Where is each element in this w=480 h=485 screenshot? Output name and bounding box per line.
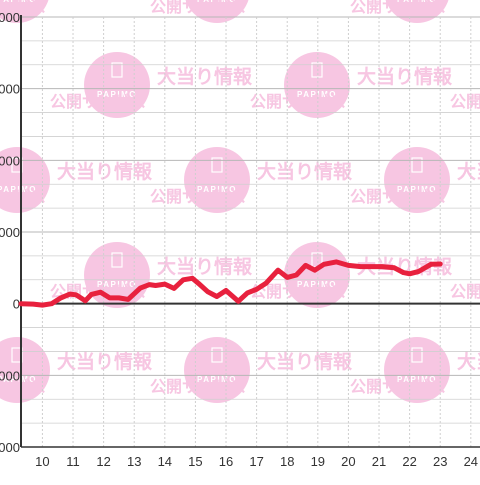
x-tick-label: 13: [127, 454, 141, 469]
watermark-text-line1: 大当り情報: [357, 65, 453, 88]
x-tick-label: 21: [372, 454, 386, 469]
watermark-text-line2: 公開サービス: [450, 283, 480, 301]
watermark-badge-circle: [184, 337, 250, 403]
y-tick-label: 12,000: [0, 10, 20, 25]
watermark-text-line1: 大当り情報: [157, 255, 253, 278]
watermark-text-line1: 大当り情報: [257, 160, 353, 183]
watermark-text-line2: 公開サービス: [250, 283, 346, 301]
watermark-badge-text: PAPIMO: [397, 185, 437, 194]
watermark-badge-icon: [211, 157, 223, 173]
x-tick-label: 14: [158, 454, 172, 469]
y-tick-label: 9,000: [0, 82, 20, 97]
watermark-badge-text: PAPIMO: [297, 280, 337, 289]
x-tick-label: 18: [280, 454, 294, 469]
watermark-text-line1: 大当り情報: [457, 160, 480, 183]
watermark-badge-text: PAPIMO: [197, 375, 237, 384]
watermark-badge-circle: [284, 52, 350, 118]
y-tick-label: -6,000: [0, 440, 20, 455]
watermark-text-line1: 大当り情報: [457, 350, 480, 373]
watermark-badge-icon: [211, 347, 223, 363]
x-tick-label: 24: [464, 454, 478, 469]
watermark-badge-icon: [111, 62, 123, 78]
x-tick-label: 12: [96, 454, 110, 469]
watermark-badge-circle: [384, 147, 450, 213]
watermark-badge-text: PAPIMO: [397, 0, 437, 4]
watermark-badge-text: PAPIMO: [0, 185, 37, 194]
watermark-badge-circle: [184, 147, 250, 213]
watermark-badge-text: PAPIMO: [0, 375, 37, 384]
watermark-badge-circle: [0, 0, 49, 23]
watermark-text-line2: 公開サービス: [0, 0, 46, 16]
watermark-badge-circle: [84, 52, 150, 118]
x-tick-label: 10: [35, 454, 49, 469]
watermark-badge-icon: [311, 62, 323, 78]
x-tick-label: 19: [311, 454, 325, 469]
x-tick-label: 15: [188, 454, 202, 469]
watermark-badge-circle: [384, 337, 450, 403]
watermark-text-line1: 大当り情報: [57, 160, 153, 183]
watermark-badge-text: PAPIMO: [97, 90, 137, 99]
watermark-layer: PAPIMO大当り情報公開サービスPAPIMO大当り情報公開サービスPAPIMO…: [0, 0, 480, 403]
x-tick-label: 20: [341, 454, 355, 469]
x-tick-label: 22: [402, 454, 416, 469]
watermark-text-line2: 公開サービス: [450, 93, 480, 111]
x-tick-label: 16: [219, 454, 233, 469]
watermark-text-line2: 公開サービス: [350, 188, 446, 206]
x-tick-label: 23: [433, 454, 447, 469]
watermark-text-line2: 公開サービス: [0, 188, 46, 206]
watermark-badge-text: PAPIMO: [97, 280, 137, 289]
watermark-text-line1: 大当り情報: [157, 65, 253, 88]
watermark-badge-icon: [411, 347, 423, 363]
watermark-text-line2: 公開サービス: [150, 378, 246, 396]
x-tick-label: 11: [66, 454, 80, 469]
y-tick-label: 0: [13, 297, 20, 312]
watermark-badge-icon: [411, 157, 423, 173]
data-series-line: [18, 259, 443, 308]
x-tick-label: 17: [249, 454, 263, 469]
watermark-text-line2: 公開サービス: [50, 93, 146, 111]
watermark-badge-circle: [284, 242, 350, 308]
watermark-text-line1: 大当り情報: [257, 350, 353, 373]
watermark-text-line1: 大当り情報: [57, 350, 153, 373]
watermark-text-line2: 公開サービス: [350, 378, 446, 396]
watermark-text-line2: 公開サービス: [350, 0, 446, 16]
watermark-text-line2: 公開サービス: [250, 93, 346, 111]
watermark-text-line2: 公開サービス: [150, 188, 246, 206]
y-tick-label: -3,000: [0, 368, 20, 383]
watermark-badge-text: PAPIMO: [0, 0, 37, 4]
watermark-text-line1: 大当り情報: [357, 255, 453, 278]
y-tick-label: 3,000: [0, 225, 20, 240]
watermark-badge-text: PAPIMO: [197, 0, 237, 4]
watermark-badge-icon: [111, 252, 123, 268]
watermark-badge-text: PAPIMO: [197, 185, 237, 194]
y-tick-label: 6,000: [0, 153, 20, 168]
watermark-badge-text: PAPIMO: [297, 90, 337, 99]
watermark-badge-text: PAPIMO: [397, 375, 437, 384]
watermark-text-line2: 公開サービス: [150, 0, 246, 16]
watermark-text-line2: 公開サービス: [0, 378, 46, 396]
